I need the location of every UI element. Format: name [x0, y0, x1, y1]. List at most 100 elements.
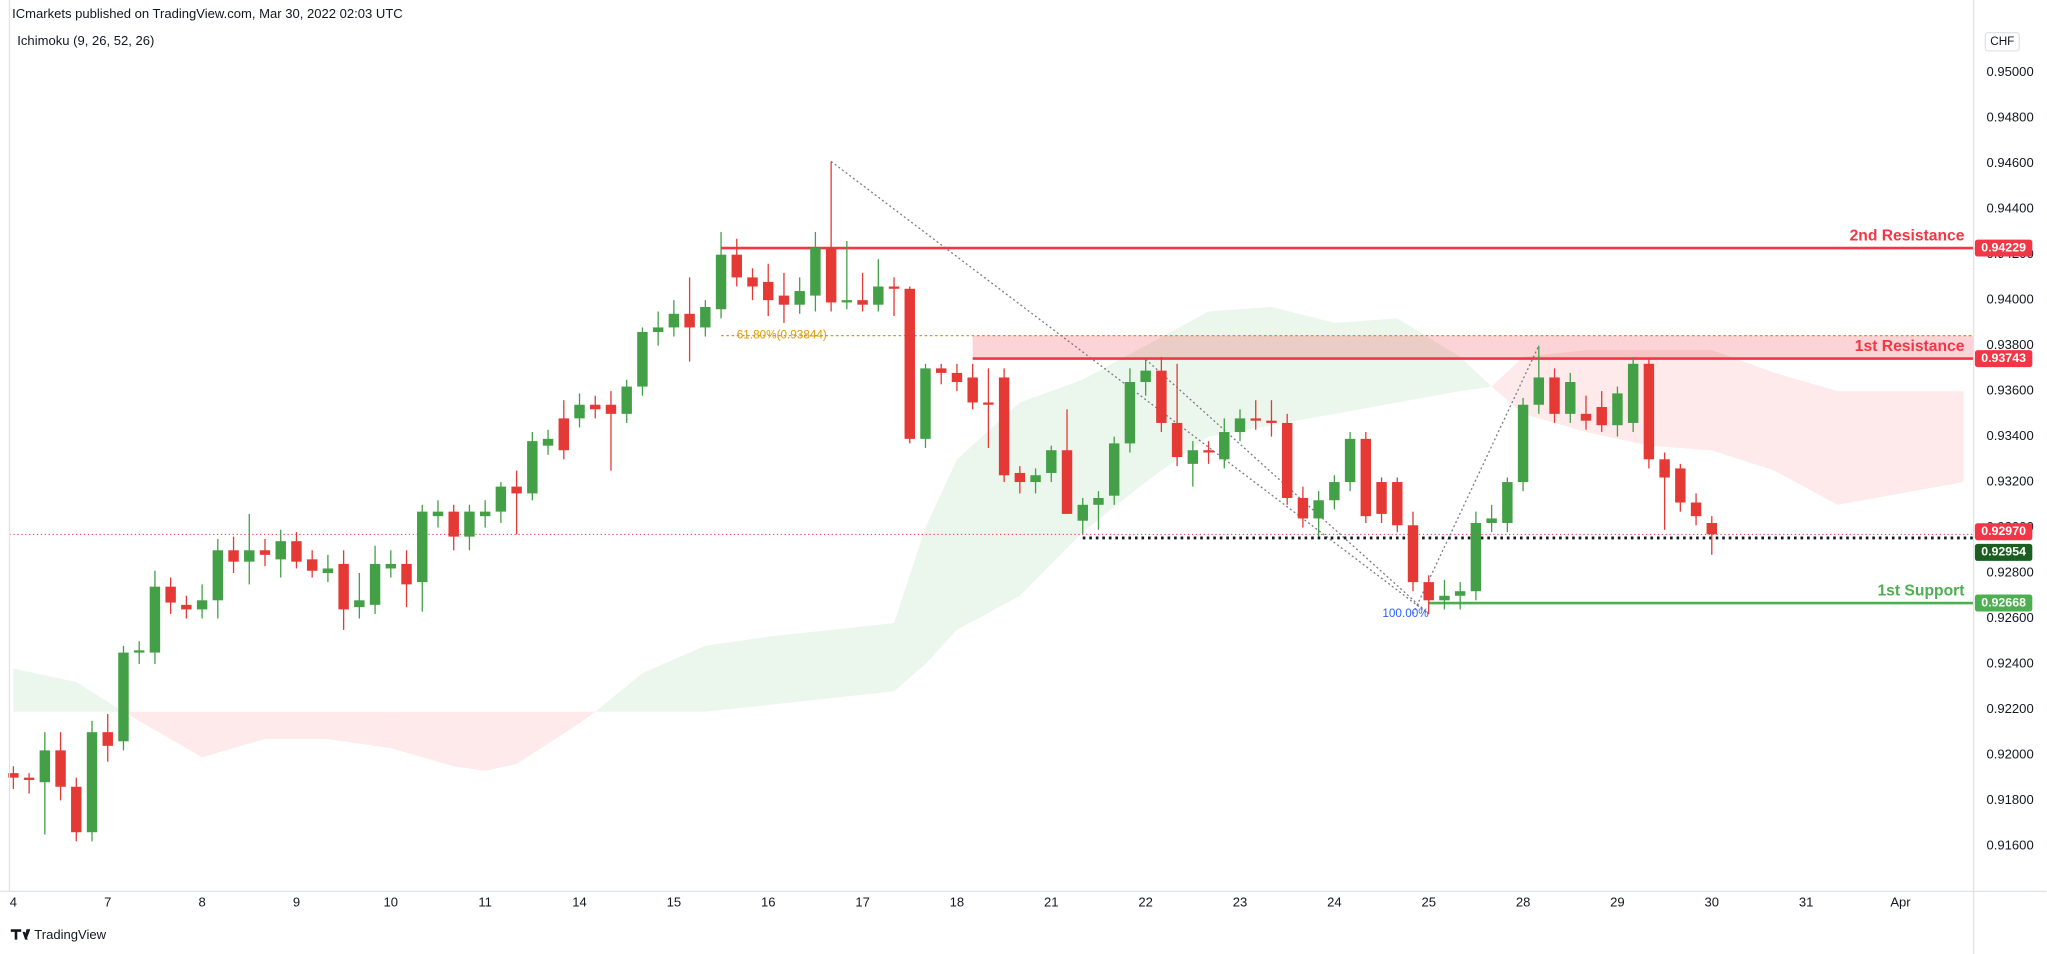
cloud-segment [768, 629, 832, 705]
candle-body [1140, 370, 1151, 383]
cloud-segment [1271, 306, 1335, 426]
candle-body [1454, 591, 1466, 596]
candle-body [888, 286, 900, 289]
candle-body [354, 600, 365, 608]
candle-body [1439, 595, 1450, 601]
candle-body [1281, 422, 1293, 498]
candle-body [527, 441, 538, 494]
candle-body [794, 291, 805, 305]
candle-body [1643, 363, 1655, 460]
candle-body [259, 550, 271, 555]
x-tick-label: 24 [1327, 895, 1342, 910]
indicator-name: Ichimoku (9, 26, 52, 26) [17, 33, 154, 48]
candle-body [432, 511, 444, 517]
x-tick-label: 31 [1799, 895, 1814, 910]
price-badge-label: 0.93743 [1981, 351, 2026, 365]
cloud-segment [1711, 350, 1775, 471]
cloud-segment [139, 711, 203, 758]
candle-body [1329, 482, 1340, 501]
labels: 0.950000.948000.946000.944000.942000.940… [10, 64, 2034, 909]
publisher-line: ICmarkets published on TradingView.com, … [12, 6, 403, 21]
currency-box[interactable] [1984, 31, 2020, 52]
cloud-segment [1397, 318, 1461, 403]
candle-body [369, 563, 381, 605]
level-name: 1st Resistance [1855, 338, 1965, 355]
candle-body [1392, 482, 1403, 526]
price-badge [1974, 350, 2033, 368]
y-tick-label: 0.93400 [1987, 428, 2034, 443]
candle-body [511, 486, 522, 494]
candle-body [763, 281, 774, 301]
candle-body [558, 418, 570, 451]
y-tick-label: 0.94800 [1987, 110, 2034, 125]
candle-body [1486, 518, 1497, 523]
y-tick-label: 0.93600 [1987, 383, 2034, 398]
candle-body [951, 372, 963, 383]
candle-body [1030, 475, 1041, 483]
cloud-segment [516, 711, 580, 765]
candle-body [1580, 413, 1592, 421]
y-tick-label: 0.93800 [1987, 337, 2034, 352]
candle-body [904, 288, 915, 439]
y-tick-label: 0.94000 [1987, 292, 2034, 307]
candle-body [590, 404, 601, 410]
cloud-segment [1334, 318, 1398, 414]
y-tick-label: 0.94600 [1987, 155, 2034, 170]
cloud-segment [1900, 391, 1964, 494]
candle-body [1234, 418, 1246, 433]
x-tick-label: 16 [761, 895, 776, 910]
price-badge [1974, 239, 2033, 257]
candle-body [71, 786, 82, 833]
candle-body [1690, 502, 1702, 517]
candle-body [825, 247, 837, 303]
candle-body [417, 511, 428, 583]
candle-body [652, 327, 664, 332]
candle-body [605, 404, 617, 414]
price-badge-label: 0.92954 [1981, 545, 2026, 559]
cloud-segment [1460, 356, 1492, 392]
candle-body [385, 563, 397, 569]
candle-body [133, 650, 145, 653]
resistance-zone [972, 335, 1974, 359]
cloud-segment [327, 711, 391, 749]
fib-label: 61.80%(0.93844) [737, 329, 827, 342]
candle-body [275, 541, 286, 560]
candle-body [574, 404, 585, 419]
candle-body [1171, 422, 1183, 458]
x-tick-label: 28 [1516, 895, 1531, 910]
candle-body [228, 550, 239, 562]
candle-body [1659, 459, 1670, 478]
candle-body [181, 604, 192, 610]
cloud-segment [894, 527, 926, 692]
candle-body [86, 732, 98, 833]
y-tick-label: 0.92600 [1987, 610, 2034, 625]
candle-body [1124, 382, 1136, 444]
candle-body [102, 732, 113, 746]
candle-body [841, 300, 853, 303]
x-tick-label: 17 [855, 895, 870, 910]
candle-body [1093, 497, 1104, 505]
candle-body [322, 568, 334, 574]
candle-body [983, 402, 994, 405]
candle-body [747, 277, 758, 287]
cloud-segment [76, 682, 124, 712]
y-tick-label: 0.95000 [1987, 64, 2034, 79]
fib-label: 100.00% [1382, 607, 1429, 620]
x-tick-label: 22 [1138, 895, 1153, 910]
y-tick-label: 0.92800 [1987, 564, 2034, 579]
brand-logo [10, 929, 31, 940]
candle-body [1360, 438, 1372, 517]
candle-body [1407, 525, 1419, 583]
cloud-segment [13, 668, 77, 712]
candle-body [495, 486, 507, 512]
cloud-segment [485, 711, 517, 771]
candle-body [306, 559, 318, 571]
candle-body [998, 377, 1010, 476]
x-tick-label: 7 [104, 895, 111, 910]
candles [8, 161, 1718, 842]
candle-body [1014, 472, 1026, 483]
candle-body [149, 586, 161, 653]
level-name: 1st Support [1877, 582, 1965, 599]
candle-body [810, 247, 821, 296]
